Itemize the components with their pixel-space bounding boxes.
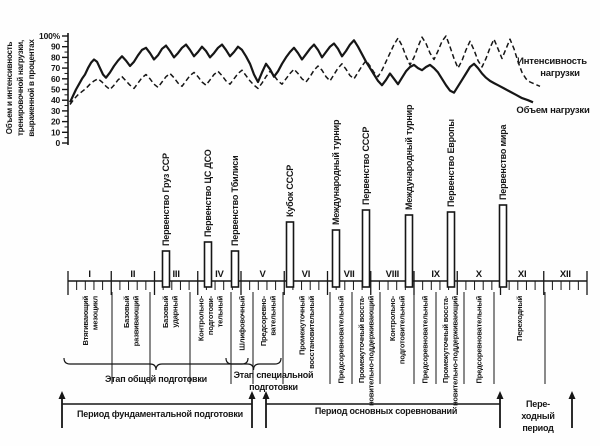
stage-label-line: Промежуточный восста-	[441, 295, 450, 383]
tournament-label: Первенство Груз ССР	[161, 153, 171, 246]
y-axis-tick-label: 30	[51, 106, 61, 116]
transition-period-label: ходный	[521, 411, 554, 421]
period-label: Период фундаментальной подготовки	[77, 409, 243, 419]
y-axis-tick-label: 60	[51, 74, 61, 84]
stage-label-line: Предсоревно-	[259, 295, 268, 346]
volume-curve	[69, 39, 534, 104]
tournament-label: Первенство Тбилиси	[230, 156, 240, 246]
month-label: VII	[344, 269, 355, 280]
y-axis-title-line: Объем и интенсивность	[5, 41, 14, 134]
y-axis-tick-label: 40	[51, 95, 61, 105]
stage-label-line: развивающий	[131, 295, 140, 346]
legend-volume-label: Объем нагрузки	[516, 105, 590, 116]
tournament-label: Первенство СССР	[361, 127, 371, 205]
y-axis-tick-label: 20	[51, 117, 61, 127]
intensity-curve	[69, 35, 541, 105]
stage-label-line: мезоцикл	[90, 296, 99, 331]
stage-label-line: ударный	[170, 295, 179, 327]
legend-intensity-label: нагрузки	[540, 68, 580, 79]
month-label: VIII	[386, 269, 399, 280]
tournament-bar	[161, 250, 171, 288]
stage-label-line: Предсоревновательный	[421, 295, 430, 383]
tournament-bar	[230, 250, 240, 288]
y-axis-tick-label: 100%	[39, 31, 61, 41]
stage-label-line: Переходный	[515, 295, 524, 341]
month-label: II	[130, 269, 135, 280]
tournament-label: Международный турнир	[331, 119, 341, 225]
stage-label-line: новительно-поддерживающий	[366, 295, 375, 406]
stage-label-line: Промежуточный	[297, 295, 306, 355]
up-arrow-icon	[496, 391, 504, 399]
y-axis-tick-label: 70	[51, 63, 61, 73]
stage-label-line: Шлифовочный	[238, 295, 247, 350]
month-label: I	[88, 269, 90, 280]
y-axis-tick-label: 0	[55, 138, 60, 148]
tournament-label: Международный турнир	[404, 104, 414, 210]
stage-label-line: Контрольно-	[388, 295, 397, 341]
stage-label-line: Предсоревновательный	[475, 295, 484, 383]
tournament-bar	[331, 229, 341, 288]
stage-group-label: Этап общей подготовки	[105, 374, 207, 384]
month-label: VI	[302, 269, 311, 280]
transition-period-label: Пере-	[526, 399, 550, 409]
month-label: V	[260, 269, 267, 280]
stage-label-line: подготовительный	[397, 295, 406, 364]
tournament-bar	[203, 241, 213, 288]
stage-label-line: Втягивающий	[81, 295, 90, 345]
stage-label-line: Базовый	[122, 295, 131, 328]
stage-label-line: восстановительный	[307, 295, 316, 368]
month-label: X	[476, 269, 483, 280]
tournament-bar	[498, 204, 508, 288]
month-label: III	[172, 269, 179, 280]
stage-label-line: Контрольно-	[197, 295, 206, 341]
up-arrow-icon	[568, 391, 576, 399]
tournament-bar	[404, 214, 414, 288]
transition-period-label: период	[522, 423, 554, 433]
legend-intensity-label: Интенсивность	[517, 56, 587, 67]
y-axis-tick-label: 80	[51, 52, 61, 62]
y-axis-title-line: тренировочной нагрузки,	[16, 40, 25, 136]
tournament-bar	[446, 211, 456, 288]
y-axis-tick-label: 50	[51, 85, 61, 95]
up-arrow-icon	[58, 391, 66, 399]
stage-label-line: Промежуточный восста-	[357, 295, 366, 383]
tournament-label: Первенство мира	[498, 123, 508, 200]
stage-group-label: Этап специальной	[234, 370, 314, 380]
stage-label-line: тельный	[216, 295, 225, 327]
stage-label-line: подготови-	[206, 295, 215, 335]
stage-label-line: Предсоревновательный	[337, 295, 346, 383]
y-axis-title-line: выраженной в процентах	[27, 39, 36, 137]
period-label: Период основных соревнований	[315, 406, 457, 416]
stage-group-label: подготовки	[249, 382, 298, 392]
stage-label-line: вательный	[268, 295, 277, 335]
up-arrow-icon	[262, 391, 270, 399]
y-axis-tick-label: 10	[51, 127, 61, 137]
tournament-label: Первенство Европы	[446, 119, 456, 207]
stage-label-line: новительно-поддерживающий	[450, 295, 459, 406]
tournament-bar	[361, 209, 371, 288]
month-label: XI	[518, 269, 527, 280]
month-label: IX	[431, 269, 440, 280]
tournament-label: Кубок СССР	[285, 165, 295, 217]
month-label: IV	[215, 269, 224, 280]
tournament-bar	[285, 221, 295, 288]
up-arrow-icon	[248, 391, 256, 399]
stage-group-brace	[63, 357, 249, 371]
tournament-label: Первенство ЦС ДСО	[203, 149, 213, 237]
stage-label-line: Базовый	[161, 295, 170, 328]
month-label: XII	[560, 269, 571, 280]
stage-group-brace	[225, 357, 282, 371]
y-axis-tick-label: 90	[51, 42, 61, 52]
